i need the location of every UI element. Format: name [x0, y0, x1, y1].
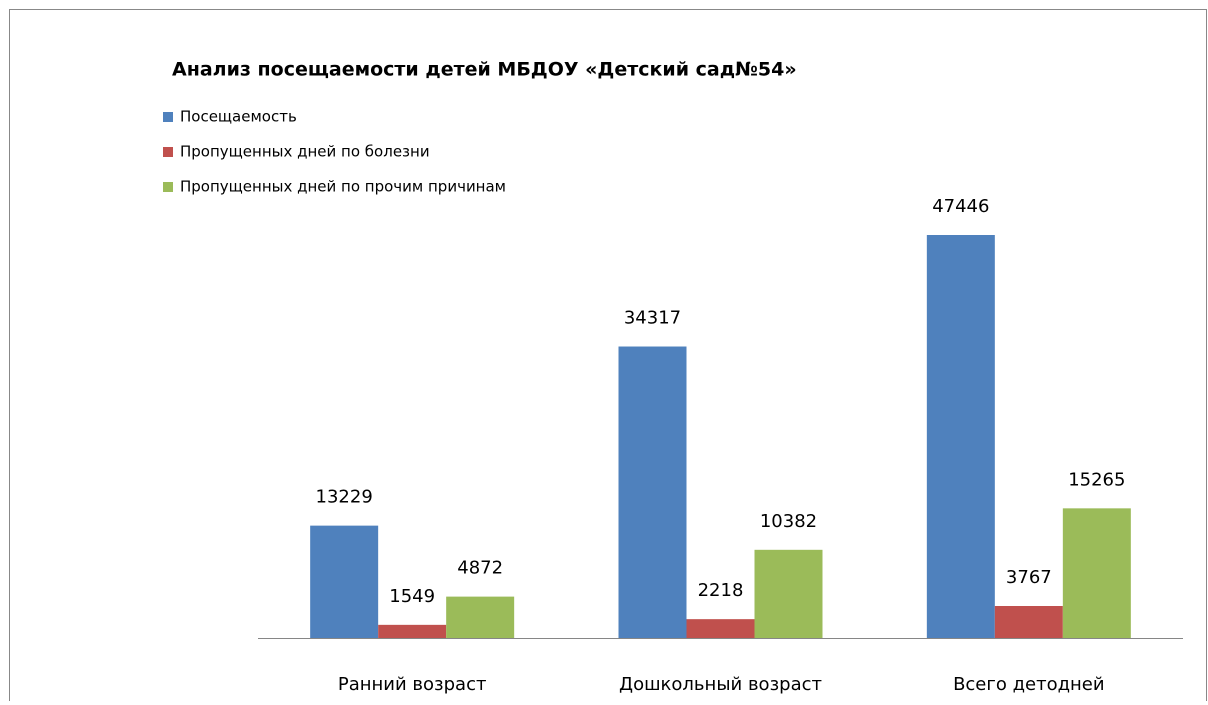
- x-tick-label: Дошкольный возраст: [619, 674, 822, 695]
- legend-label: Пропущенных дней по прочим причинам: [180, 178, 506, 196]
- data-label: 34317: [624, 308, 681, 329]
- x-tick-label: Всего детодней: [953, 674, 1105, 695]
- data-label: 47446: [932, 196, 989, 217]
- data-label: 10382: [760, 511, 817, 532]
- chart-frame: [9, 9, 1207, 705]
- legend-swatch: [163, 182, 173, 192]
- legend-swatch: [163, 147, 173, 157]
- data-label: 4872: [457, 558, 503, 579]
- data-label: 15265: [1068, 469, 1125, 490]
- bar: [926, 235, 995, 638]
- bar: [446, 596, 515, 638]
- legend-label: Пропущенных дней по болезни: [180, 143, 430, 161]
- bar: [686, 619, 755, 638]
- data-label: 3767: [1006, 567, 1052, 588]
- bar: [994, 606, 1063, 638]
- data-label: 13229: [316, 487, 373, 508]
- data-label: 2218: [698, 580, 744, 601]
- bar: [618, 346, 687, 638]
- x-tick-label: Ранний возраст: [338, 674, 487, 695]
- bar: [310, 525, 379, 638]
- legend-label: Посещаемость: [180, 108, 297, 126]
- data-label: 1549: [389, 586, 435, 607]
- legend-swatch: [163, 112, 173, 122]
- bar: [1062, 508, 1131, 638]
- chart-title: Анализ посещаемости детей МБДОУ «Детский…: [172, 59, 797, 81]
- bar: [378, 624, 447, 638]
- bar: [754, 549, 823, 638]
